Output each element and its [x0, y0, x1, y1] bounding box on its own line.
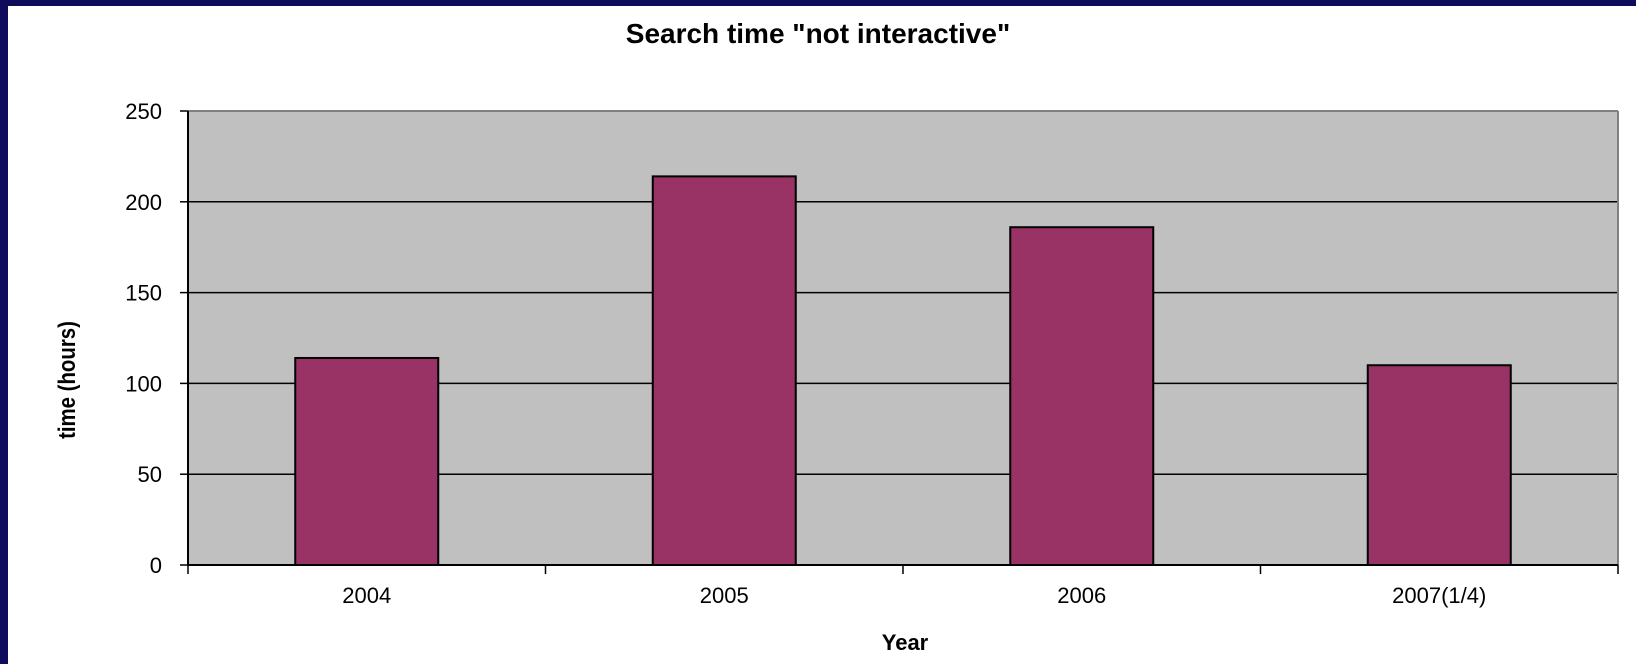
y-tick-label: 250 — [125, 99, 162, 124]
bar-2005 — [651, 175, 797, 566]
bar-2006 — [1009, 226, 1155, 566]
y-tick-label: 50 — [138, 462, 162, 487]
chart-title: Search time "not interactive" — [625, 18, 1011, 49]
bar-2007(1/4) — [1366, 364, 1512, 566]
x-axis-label: Year — [881, 630, 929, 655]
y-tick-label: 200 — [125, 190, 162, 215]
x-tick-label: 2006 — [1057, 583, 1106, 608]
y-tick-label: 100 — [125, 371, 162, 396]
x-tick-label: 2005 — [700, 583, 749, 608]
x-tick-label: 2007(1/4) — [1392, 583, 1486, 608]
y-tick-label: 150 — [125, 281, 162, 306]
bar-2004 — [294, 356, 440, 567]
x-tick-label: 2004 — [342, 583, 391, 608]
y-tick-label: 0 — [150, 553, 162, 578]
